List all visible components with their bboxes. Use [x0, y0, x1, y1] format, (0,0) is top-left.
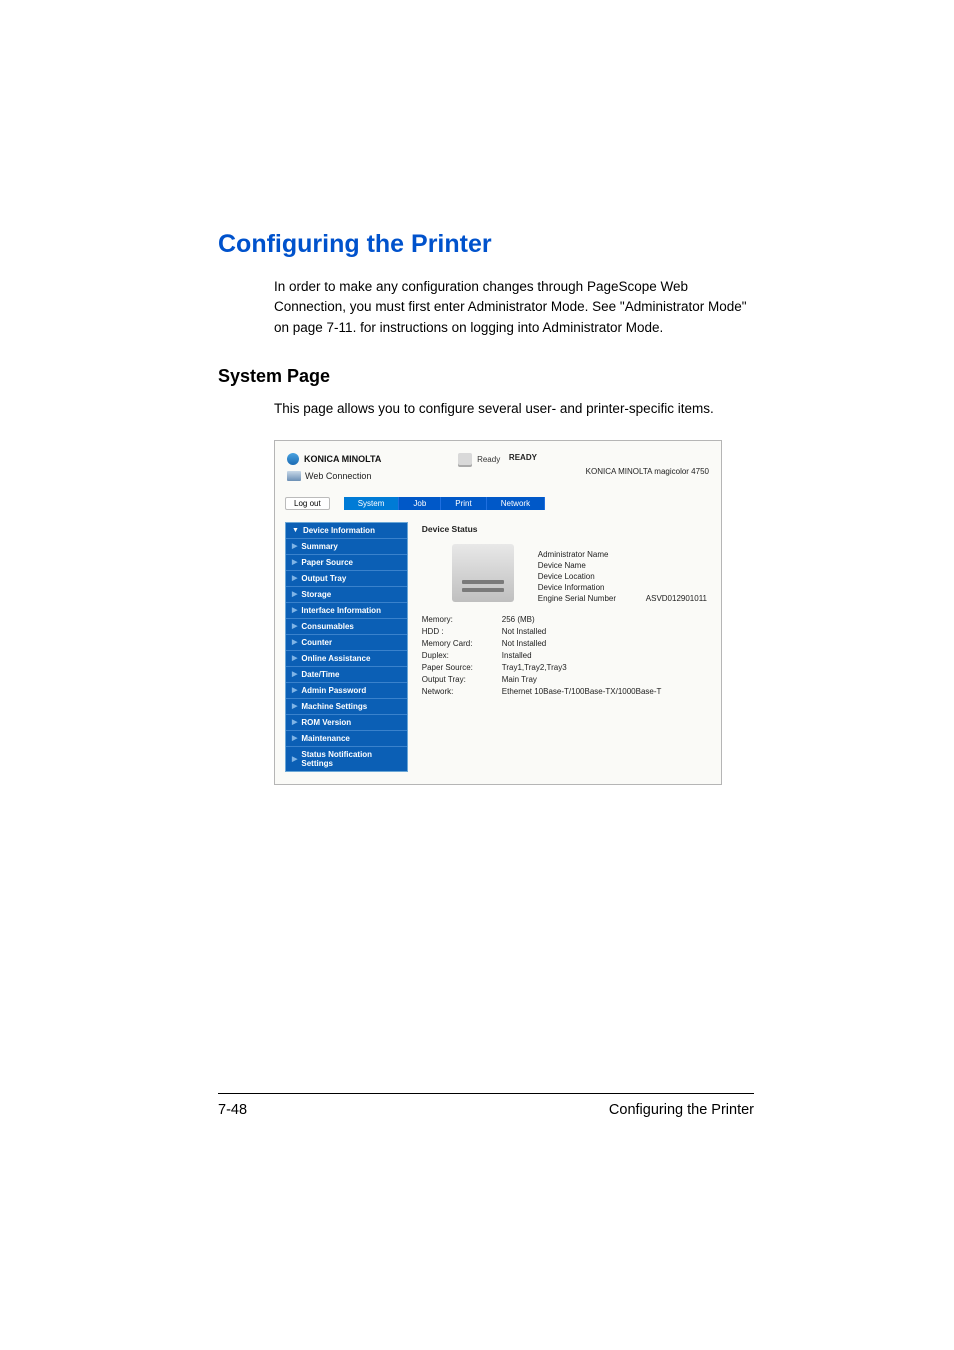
- label-memory-card: Memory Card:: [422, 639, 502, 648]
- nav-summary[interactable]: Summary: [286, 538, 407, 554]
- nav-output-tray[interactable]: Output Tray: [286, 570, 407, 586]
- page-title: Configuring the Printer: [218, 230, 754, 259]
- nav-date-time[interactable]: Date/Time: [286, 666, 407, 682]
- nav-counter[interactable]: Counter: [286, 634, 407, 650]
- nav-admin-password[interactable]: Admin Password: [286, 682, 407, 698]
- label-paper-source: Paper Source:: [422, 663, 502, 672]
- nav-device-information[interactable]: Device Information: [286, 523, 407, 538]
- value-memory-card: Not Installed: [502, 639, 546, 648]
- pagescope-icon: [287, 471, 301, 481]
- footer-page-number: 7-48: [218, 1102, 247, 1118]
- footer-rule: [218, 1093, 754, 1094]
- nav-paper-source[interactable]: Paper Source: [286, 554, 407, 570]
- value-serial: ASVD012901011: [646, 594, 707, 603]
- value-hdd: Not Installed: [502, 627, 546, 636]
- intro-paragraph: In order to make any configuration chang…: [274, 277, 754, 338]
- tab-print[interactable]: Print: [441, 497, 486, 510]
- printer-status-icon: [458, 453, 472, 467]
- logout-button[interactable]: Log out: [285, 497, 330, 510]
- printer-image-icon: [452, 544, 514, 602]
- label-device-location: Device Location: [538, 572, 628, 581]
- tab-job[interactable]: Job: [399, 497, 441, 510]
- label-serial: Engine Serial Number: [538, 594, 628, 603]
- section-heading: System Page: [218, 366, 754, 387]
- content-title: Device Status: [422, 524, 707, 534]
- label-network: Network:: [422, 687, 502, 696]
- value-memory: 256 (MB): [502, 615, 535, 624]
- product-line: Web Connection: [305, 471, 371, 481]
- status-ready: Ready: [477, 455, 500, 464]
- nav-storage[interactable]: Storage: [286, 586, 407, 602]
- label-device-information: Device Information: [538, 583, 628, 592]
- label-memory: Memory:: [422, 615, 502, 624]
- tab-network[interactable]: Network: [487, 497, 545, 510]
- brand-name: KONICA MINOLTA: [304, 454, 381, 464]
- nav-maintenance[interactable]: Maintenance: [286, 730, 407, 746]
- side-nav: Device Information Summary Paper Source …: [285, 522, 408, 772]
- label-device-name: Device Name: [538, 561, 628, 570]
- nav-status-notification[interactable]: Status Notification Settings: [286, 746, 407, 771]
- value-network: Ethernet 10Base-T/100Base-TX/1000Base-T: [502, 687, 662, 696]
- tab-bar: System Job Print Network: [344, 497, 545, 510]
- tab-system[interactable]: System: [344, 497, 400, 510]
- value-paper-source: Tray1,Tray2,Tray3: [502, 663, 567, 672]
- value-output-tray: Main Tray: [502, 675, 537, 684]
- nav-consumables[interactable]: Consumables: [286, 618, 407, 634]
- value-duplex: Installed: [502, 651, 532, 660]
- label-admin-name: Administrator Name: [538, 550, 628, 559]
- nav-rom-version[interactable]: ROM Version: [286, 714, 407, 730]
- nav-machine-settings[interactable]: Machine Settings: [286, 698, 407, 714]
- footer-title: Configuring the Printer: [609, 1102, 754, 1118]
- status-ready-caps: READY: [509, 453, 537, 462]
- label-output-tray: Output Tray:: [422, 675, 502, 684]
- nav-online-assistance[interactable]: Online Assistance: [286, 650, 407, 666]
- printer-model: KONICA MINOLTA magicolor 4750: [586, 467, 709, 476]
- label-duplex: Duplex:: [422, 651, 502, 660]
- content-panel: Device Status Administrator Name Device …: [418, 522, 711, 772]
- nav-interface-information[interactable]: Interface Information: [286, 602, 407, 618]
- brand-logo-icon: [287, 453, 299, 465]
- embedded-screenshot: KONICA MINOLTA Web Connection Ready READ…: [274, 440, 722, 785]
- label-hdd: HDD :: [422, 627, 502, 636]
- section-text: This page allows you to configure severa…: [274, 401, 754, 416]
